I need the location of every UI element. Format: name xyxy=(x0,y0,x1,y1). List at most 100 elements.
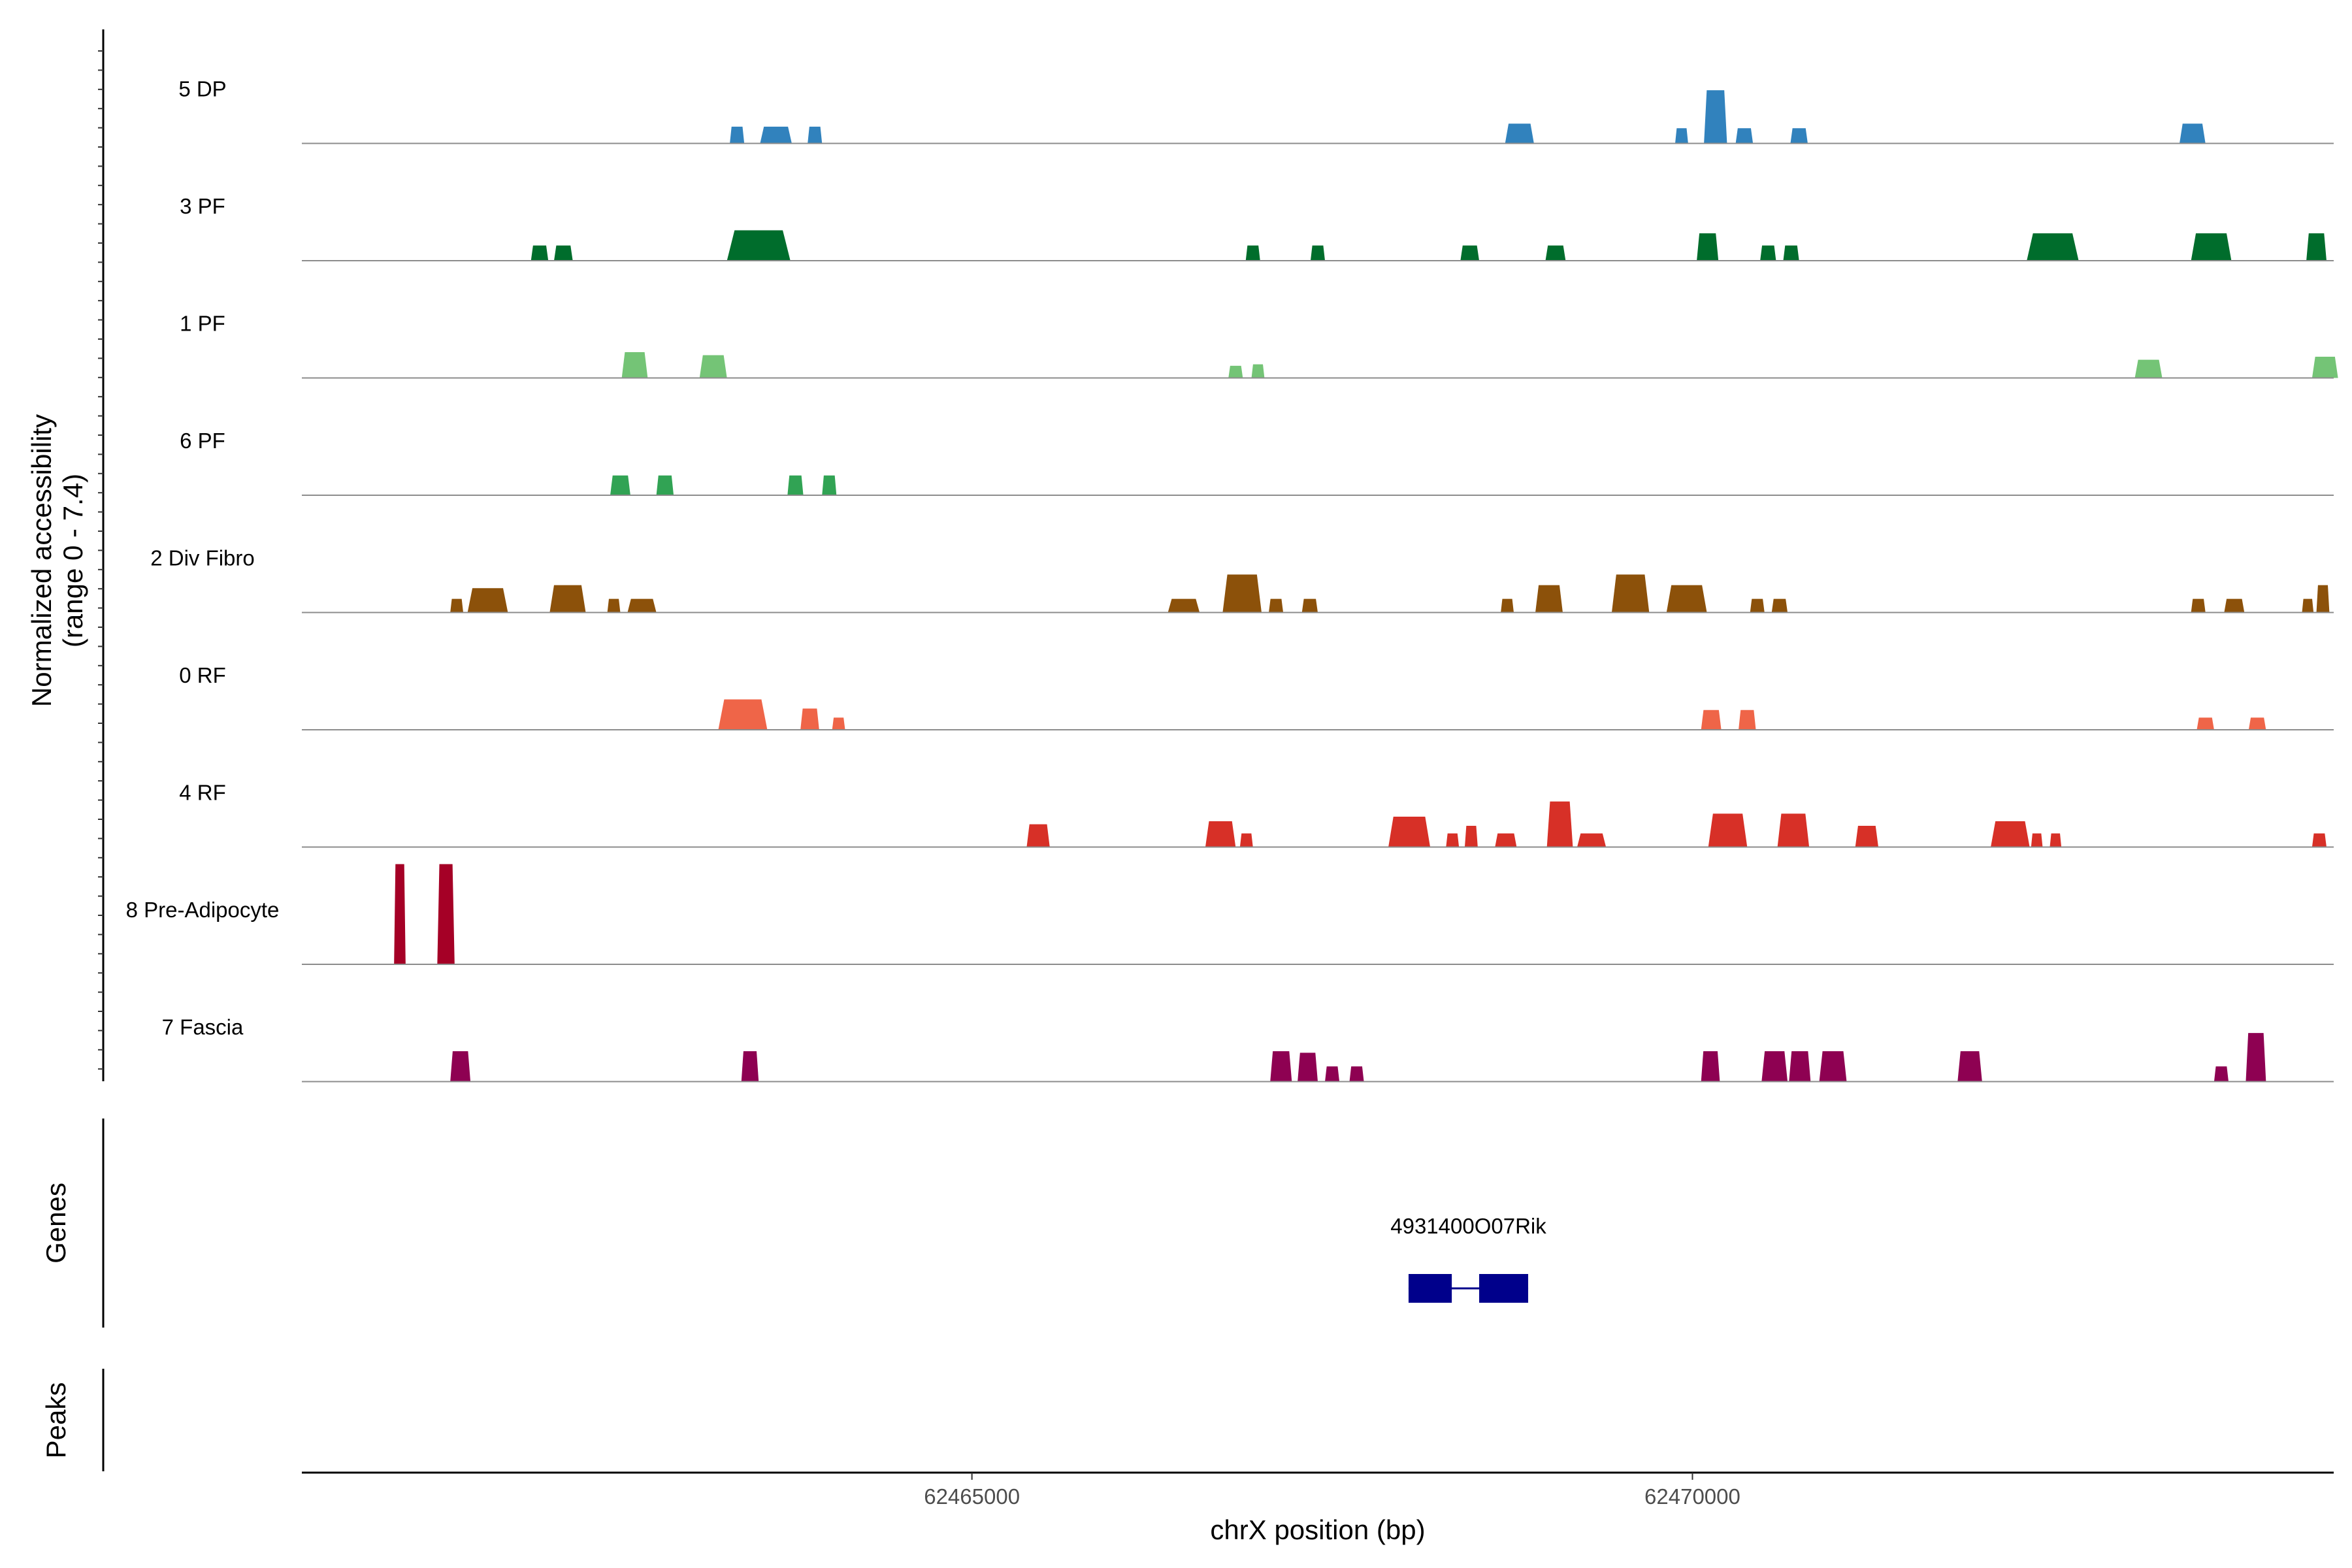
coverage-peak xyxy=(2050,833,2062,847)
coverage-peak xyxy=(808,126,823,144)
coverage-peak xyxy=(1701,710,1722,730)
coverage-peak xyxy=(1666,585,1707,613)
coverage-peak xyxy=(1535,585,1563,613)
coverage-peak xyxy=(2224,598,2245,613)
coverage-peak xyxy=(621,351,648,378)
coverage-peak xyxy=(1545,245,1566,261)
coverage-peak xyxy=(1783,245,1799,261)
x-tick-label: 62465000 xyxy=(924,1484,1020,1509)
gene-annotations: 4931400O07Rik xyxy=(1390,1214,1546,1303)
coverage-peak xyxy=(1222,574,1262,613)
coverage-peak xyxy=(1251,364,1265,378)
coverage-peak xyxy=(1168,598,1200,613)
coverage-peak xyxy=(2316,585,2330,613)
coverage-peak xyxy=(1704,90,1727,144)
coverage-peak xyxy=(1270,1051,1292,1082)
coverage-peak xyxy=(1228,365,1243,378)
coverage-peak xyxy=(1310,245,1326,261)
track-label: 0 RF xyxy=(179,663,226,687)
coverage-peak xyxy=(2191,233,2232,261)
coverage-peak xyxy=(1701,1051,1720,1082)
coverage-peak xyxy=(1761,1051,1788,1082)
coverage-peak xyxy=(607,598,621,613)
track-6-pf: 6 PF xyxy=(180,429,2334,496)
coverage-peak xyxy=(1505,123,1534,144)
peaks-panel-label: Peaks xyxy=(41,1382,71,1459)
coverage-peak xyxy=(1675,128,1688,144)
coverage-peak xyxy=(730,126,745,144)
coverage-peak xyxy=(1495,833,1517,847)
coverage-peak xyxy=(553,245,573,261)
coverage-peak xyxy=(727,230,791,261)
coverage-peak xyxy=(1957,1051,1982,1082)
coverage-peak xyxy=(1205,821,1236,847)
coverage-peak xyxy=(2306,233,2327,261)
coverage-peak xyxy=(718,699,768,730)
coverage-peak xyxy=(2197,717,2214,730)
coverage-peak xyxy=(1739,710,1756,730)
coverage-peak xyxy=(1026,824,1050,847)
coverage-peak xyxy=(1269,598,1284,613)
coverage-peak xyxy=(2302,598,2314,613)
coverage-peak xyxy=(1501,598,1514,613)
track-2-div-fibro: 2 Div Fibro xyxy=(150,546,2334,613)
coverage-peak xyxy=(787,475,804,495)
coverage-peak xyxy=(760,126,792,144)
coverage-peak xyxy=(1245,245,1260,261)
coverage-peak xyxy=(822,475,837,495)
coverage-peak xyxy=(531,245,549,261)
track-label: 8 Pre-Adipocyte xyxy=(126,898,280,922)
coverage-peak xyxy=(2134,359,2163,378)
coverage-peak xyxy=(2027,233,2079,261)
coverage-peak xyxy=(1325,1066,1340,1082)
track-label: 5 DP xyxy=(178,77,226,101)
track-label: 3 PF xyxy=(180,194,225,218)
coverage-peak xyxy=(1708,813,1748,847)
coverage-peak xyxy=(2213,1066,2229,1082)
track-label: 1 PF xyxy=(180,312,225,336)
coverage-peak xyxy=(610,475,630,495)
coverage-peak xyxy=(1460,245,1480,261)
track-7-fascia: 7 Fascia xyxy=(162,1015,2334,1083)
coverage-peak xyxy=(656,475,674,495)
coverage-peak xyxy=(394,864,406,964)
coverage-peak xyxy=(741,1051,759,1082)
coverage-peak xyxy=(1777,813,1810,847)
coverage-peak xyxy=(2311,356,2338,378)
track-label: 7 Fascia xyxy=(162,1015,244,1039)
coverage-peak xyxy=(2248,717,2266,730)
coverage-peak xyxy=(1546,801,1573,847)
gene-exon xyxy=(1479,1274,1529,1303)
x-tick-label: 62470000 xyxy=(1644,1484,1740,1509)
coverage-peak xyxy=(1697,233,1719,261)
coverage-peak xyxy=(1301,598,1318,613)
coverage-peak xyxy=(2031,833,2043,847)
coverage-peak xyxy=(1298,1053,1318,1082)
coverage-peak xyxy=(1464,825,1478,847)
coverage-peak xyxy=(467,588,508,613)
coverage-peak xyxy=(1611,574,1650,613)
track-1-pf: 1 PF xyxy=(180,312,2338,379)
y-axis-title: Normalized accessibility xyxy=(26,414,57,707)
gene-label: 4931400O07Rik xyxy=(1390,1214,1546,1238)
coverage-peak xyxy=(1735,128,1754,144)
coverage-peak xyxy=(1349,1066,1364,1082)
x-axis-ticks: 62465000 62470000 xyxy=(924,1473,1740,1509)
track-8-pre-adipocyte: 8 Pre-Adipocyte xyxy=(126,864,2334,965)
coverage-peak xyxy=(450,1051,471,1082)
coverage-peak xyxy=(1388,817,1431,847)
coverage-peak xyxy=(1855,825,1879,847)
coverage-peak xyxy=(450,598,464,613)
coverage-peak xyxy=(1790,128,1808,144)
track-label: 2 Div Fibro xyxy=(150,546,255,570)
x-axis-title: chrX position (bp) xyxy=(1210,1514,1425,1545)
coverage-peak xyxy=(1750,598,1765,613)
coverage-peak xyxy=(2311,833,2327,847)
coverage-peak xyxy=(1991,821,2030,847)
coverage-peak xyxy=(1239,833,1253,847)
track-label: 4 RF xyxy=(179,781,226,805)
coverage-peak xyxy=(2246,1033,2266,1082)
coverage-peak xyxy=(1771,598,1788,613)
genes-panel-label: Genes xyxy=(41,1183,71,1264)
track-label: 6 PF xyxy=(180,429,225,453)
